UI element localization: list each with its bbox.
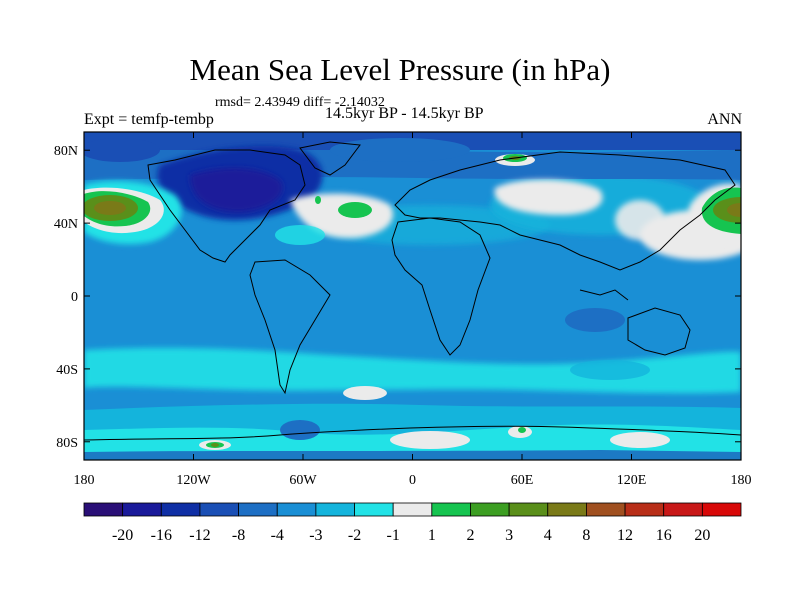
colorbar-label: 3: [505, 527, 513, 544]
greenland-outline: [299, 141, 361, 176]
colorbar-label: 2: [466, 527, 474, 544]
colorbar-label: -12: [189, 527, 210, 544]
colorbar-swatch: [122, 502, 162, 517]
map-field: [84, 132, 741, 460]
colorbar-label: -8: [232, 527, 245, 544]
antarctica-outline: [84, 425, 741, 441]
south-atlantic-white: [343, 386, 387, 400]
colorbar-swatch: [586, 502, 626, 517]
colorbar-label: 16: [656, 527, 672, 544]
colorbar-swatch: [701, 502, 742, 517]
colorbar-swatch: [547, 502, 587, 517]
y-tick-label: 80S: [56, 436, 78, 451]
y-tick-label: 40S: [56, 363, 78, 378]
indian-ocean-low: [565, 308, 625, 332]
colorbar-swatch: [160, 502, 201, 517]
colorbar-swatch: [392, 502, 433, 517]
siberia-white: [494, 179, 603, 215]
colorbar-label: 4: [544, 527, 552, 544]
colorbar-swatch: [83, 502, 124, 517]
stats-line: rmsd= 2.43949 diff= -2.14032: [215, 95, 385, 110]
africa-outline: [391, 217, 491, 356]
x-tick-label: 0: [409, 473, 416, 488]
colorbar-label: -2: [348, 527, 361, 544]
chart-subtitle: 14.5kyr BP - 14.5kyr BP: [325, 105, 484, 122]
colorbar-label: 20: [694, 527, 710, 544]
antarctic-positive: [518, 427, 526, 433]
azores-high: [338, 202, 372, 218]
colorbar-swatch: [354, 502, 394, 517]
colorbar-swatch: [315, 502, 355, 517]
y-tick-label: 0: [71, 290, 78, 305]
colorbar-label: -1: [387, 527, 400, 544]
colorbar-label: -16: [151, 527, 172, 544]
colorbar-label: -20: [112, 527, 133, 544]
eurasia-outline: [394, 151, 736, 271]
x-tick-label: 120W: [176, 473, 211, 488]
colorbar-swatch: [624, 502, 665, 517]
x-tick-label: 120E: [617, 473, 647, 488]
x-tick-label: 180: [731, 473, 752, 488]
australia-outline: [627, 307, 691, 356]
y-tick-label: 40N: [54, 217, 78, 232]
colorbar-swatch: [238, 502, 278, 517]
coastlines: [84, 141, 741, 441]
colorbar-swatch: [663, 502, 703, 517]
colorbar-label: -4: [271, 527, 284, 544]
x-tick-label: 60E: [511, 473, 534, 488]
x-tick-label: 60W: [289, 473, 317, 488]
southern-cyan-band: [84, 347, 741, 394]
season-label: ANN: [707, 111, 742, 128]
y-axis: 80N 40N 0 40S 80S: [54, 144, 741, 451]
south-america-outline: [249, 259, 331, 395]
colorbar-label: 12: [617, 527, 633, 544]
chart-title: Mean Sea Level Pressure (in hPa): [189, 52, 611, 87]
colorbar: -20 -16 -12 -8 -4 -3 -2 -1 1 2 3 4 8 12 16 20: [83, 502, 742, 544]
colorbar-swatch: [276, 502, 317, 517]
north-america-outline: [147, 149, 306, 263]
y-tick-label: 80N: [54, 144, 78, 159]
x-axis: 180 120W 60W 0 60E 120E 180: [74, 132, 752, 488]
colorbar-swatch: [508, 502, 549, 517]
colorbar-swatch: [431, 502, 471, 517]
colorbar-label: 1: [428, 527, 436, 544]
experiment-label: Expt = temfp-tembp: [84, 111, 214, 128]
colorbar-swatch: [470, 502, 510, 517]
x-tick-label: 180: [74, 473, 95, 488]
colorbar-label: 8: [582, 527, 590, 544]
colorbar-label: -3: [309, 527, 322, 544]
colorbar-swatch: [199, 502, 239, 517]
